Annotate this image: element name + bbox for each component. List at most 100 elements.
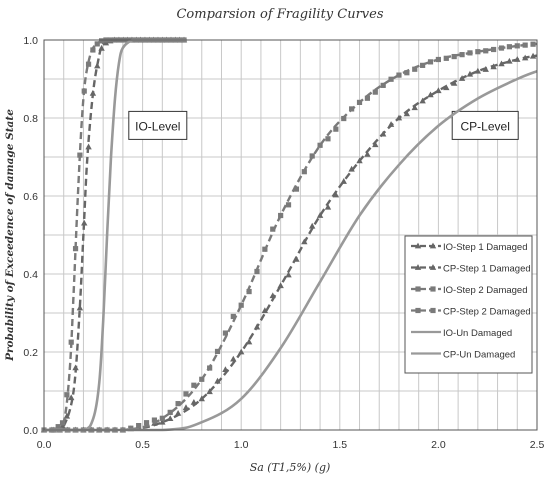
- square-marker: [94, 41, 100, 47]
- legend-item: CP-Un Damaged: [411, 350, 515, 361]
- triangle-marker: [490, 63, 497, 70]
- triangle-marker: [529, 52, 537, 59]
- square-marker: [435, 56, 441, 63]
- triangle-marker: [482, 66, 489, 72]
- triangle-marker: [498, 60, 505, 67]
- legend-label: IO-Step 1 Damaged: [443, 242, 528, 253]
- y-tick-label: 1.0: [23, 35, 38, 47]
- legend-frame: [404, 235, 533, 374]
- square-marker: [341, 115, 347, 122]
- region-label-io-level: IO-Level: [128, 110, 188, 140]
- triangle-marker: [372, 141, 379, 148]
- y-tick-label: 0.6: [23, 191, 38, 203]
- square-marker: [136, 423, 142, 429]
- y-tick-label: 0.8: [23, 113, 38, 125]
- triangle-marker: [76, 304, 84, 311]
- square-marker: [191, 382, 197, 388]
- x-tick-label: 2.5: [530, 439, 545, 451]
- square-marker: [128, 425, 134, 431]
- square-marker: [380, 82, 386, 88]
- square-marker: [372, 89, 378, 95]
- square-marker: [167, 409, 173, 415]
- square-marker: [475, 49, 481, 55]
- x-tick-label: 1.0: [234, 439, 249, 451]
- triangle-marker: [356, 157, 363, 164]
- square-marker: [175, 401, 181, 407]
- square-marker: [159, 415, 165, 421]
- region-label-box: [451, 110, 519, 140]
- legend: IO-Step 1 Damaged CP-Step 1 Damaged IO-Ste…: [404, 235, 533, 374]
- triangle-marker: [238, 348, 245, 355]
- square-marker: [293, 186, 300, 192]
- region-label-box: [128, 110, 188, 140]
- square-marker: [238, 302, 244, 308]
- x-tick-label: 0.0: [37, 439, 52, 451]
- square-marker: [430, 307, 436, 314]
- square-marker: [388, 76, 394, 82]
- triangle-marker: [81, 219, 88, 226]
- y-tick-label: 0.0: [23, 425, 38, 437]
- square-marker: [317, 142, 323, 148]
- triangle-marker: [429, 242, 437, 249]
- triangle-marker: [182, 404, 190, 410]
- legend-item: CP-Step 1 Damaged: [411, 264, 531, 275]
- triangle-marker: [466, 70, 474, 77]
- triangle-marker: [308, 222, 316, 229]
- square-marker: [59, 420, 66, 426]
- square-marker: [230, 313, 236, 320]
- square-marker: [151, 417, 158, 423]
- legend-label: CP-Step 1 Damaged: [443, 264, 531, 275]
- triangle-marker: [174, 410, 182, 416]
- series-cp-un-damaged: [44, 69, 538, 432]
- triangle-marker: [253, 323, 261, 330]
- legend-item: IO-Step 1 Damaged: [411, 242, 528, 253]
- legend-item: CP-Step 2 Damaged: [411, 307, 531, 318]
- square-marker: [420, 62, 426, 68]
- square-marker: [483, 48, 489, 54]
- square-marker: [506, 44, 512, 50]
- square-marker: [55, 424, 61, 430]
- triangle-marker: [411, 104, 418, 111]
- square-marker: [81, 88, 87, 94]
- square-marker: [459, 52, 465, 58]
- triangle-marker: [159, 418, 166, 425]
- square-marker: [262, 246, 268, 252]
- square-marker: [443, 55, 449, 61]
- square-marker: [415, 286, 421, 292]
- triangle-marker: [458, 75, 466, 81]
- triangle-marker: [332, 191, 340, 198]
- square-marker: [427, 59, 434, 65]
- triangle-marker: [190, 398, 198, 405]
- square-marker: [349, 106, 355, 112]
- square-marker: [183, 391, 189, 397]
- triangle-marker: [206, 388, 213, 395]
- triangle-marker: [63, 412, 71, 419]
- x-axis-title: Sa (T1,5%) (g): [250, 461, 331, 474]
- triangle-marker: [59, 423, 66, 429]
- square-marker: [451, 53, 457, 60]
- square-marker: [72, 246, 79, 252]
- triangle-marker: [403, 110, 411, 117]
- triangle-marker: [293, 255, 300, 262]
- square-marker: [246, 288, 252, 295]
- triangle-marker: [443, 84, 450, 91]
- triangle-marker: [94, 62, 101, 69]
- triangle-marker: [214, 377, 221, 384]
- legend-box: IO-Step 1 Damaged CP-Step 1 Damaged IO-Ste…: [404, 235, 533, 374]
- legend-label: CP-Step 2 Damaged: [443, 307, 531, 318]
- square-marker: [85, 61, 92, 67]
- square-marker: [530, 41, 536, 47]
- square-marker: [430, 286, 436, 292]
- triangle-marker: [198, 395, 205, 402]
- square-marker: [77, 152, 83, 158]
- square-marker: [254, 268, 260, 275]
- triangle-marker: [167, 415, 174, 422]
- triangle-marker: [348, 165, 355, 172]
- square-marker: [64, 392, 70, 398]
- square-marker: [278, 212, 284, 219]
- square-marker: [467, 50, 473, 56]
- triangle-marker: [514, 56, 521, 62]
- region-label-text: IO-Level: [135, 119, 180, 133]
- legend-label: CP-Un Damaged: [443, 350, 515, 361]
